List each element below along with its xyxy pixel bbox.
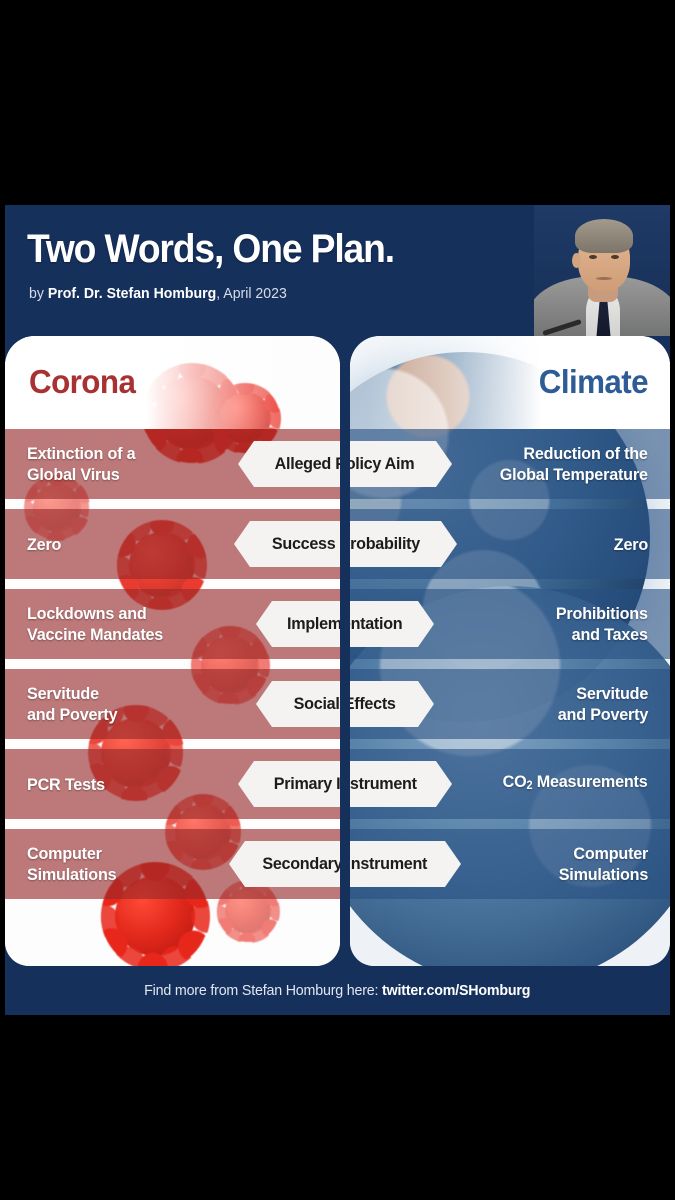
footer-link[interactable]: twitter.com/SHomburg (382, 982, 531, 999)
footer-text: Find more from Stefan Homburg here: twit… (144, 982, 530, 999)
portrait-photo (534, 205, 670, 336)
row-3-right-text: Prohibitions and Taxes (556, 604, 648, 644)
row-1-left-text: Extinction of a Global Virus (27, 444, 136, 484)
panel-head-corona: Corona (5, 336, 340, 429)
portrait-ear (572, 253, 581, 268)
row-2-left-text: Zero (27, 534, 62, 554)
portrait-tie (596, 294, 611, 336)
climate-heading: Climate (538, 363, 649, 400)
climate-heading-fade (350, 336, 670, 429)
row-4-left-text: Servitude and Poverty (27, 684, 118, 724)
portrait-eye-right (611, 255, 619, 259)
row-5-left-text: PCR Tests (27, 774, 105, 794)
footer-bar: Find more from Stefan Homburg here: twit… (5, 966, 670, 1015)
row-5-right-text: CO2 Measurements (503, 771, 648, 793)
portrait-mouth (596, 277, 612, 280)
row-4-left-cell: Servitude and Poverty (5, 669, 340, 739)
infographic-card: Two Words, One Plan. by Prof. Dr. Stefan… (5, 205, 670, 1015)
row-4-right-text: Servitude and Poverty (557, 684, 649, 724)
row-2-right-text: Zero (613, 534, 648, 554)
panel-divider (340, 336, 350, 966)
byline: by Prof. Dr. Stefan Homburg, April 2023 (29, 285, 287, 303)
row-6-left-text: Computer Simulations (27, 844, 117, 884)
row-1-right-text: Reduction of the Global Temperature (500, 444, 648, 484)
footer-label: Find more from Stefan Homburg here: (144, 982, 383, 999)
corona-heading-fade (5, 336, 340, 429)
corona-heading: Corona (29, 363, 136, 400)
row-3-right-cell: Prohibitions and Taxes (350, 589, 670, 659)
byline-date: , April 2023 (216, 285, 287, 302)
row-3-left-text: Lockdowns and Vaccine Mandates (27, 604, 164, 644)
row-6-right-text: Computer Simulations (558, 844, 649, 884)
row-6-left-cell: Computer Simulations (5, 829, 340, 899)
header-bar: Two Words, One Plan. by Prof. Dr. Stefan… (5, 205, 670, 336)
portrait-eye-left (589, 255, 597, 259)
panel-head-climate: Climate (350, 336, 670, 429)
byline-author: Prof. Dr. Stefan Homburg (47, 285, 217, 302)
row-5-right-cell: CO2 Measurements (350, 749, 670, 819)
portrait-hair (575, 219, 633, 253)
page-title: Two Words, One Plan. (27, 227, 395, 271)
byline-prefix: by (29, 285, 48, 302)
